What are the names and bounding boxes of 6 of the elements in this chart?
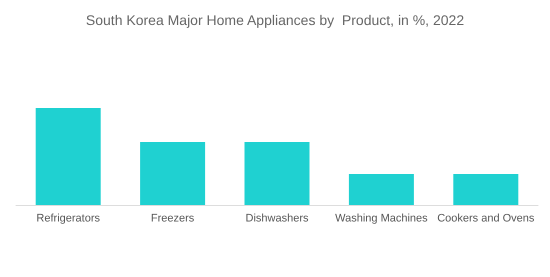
x-tick-label: Washing Machines bbox=[335, 212, 428, 224]
chart-title: South Korea Major Home Appliances by Product, in %, 2022 bbox=[86, 12, 464, 28]
x-tick-label: Refrigerators bbox=[36, 212, 100, 224]
x-tick-label: Dishwashers bbox=[246, 212, 309, 224]
x-tick-label: Cookers and Ovens bbox=[437, 212, 535, 224]
x-tick-label: Freezers bbox=[150, 212, 195, 224]
